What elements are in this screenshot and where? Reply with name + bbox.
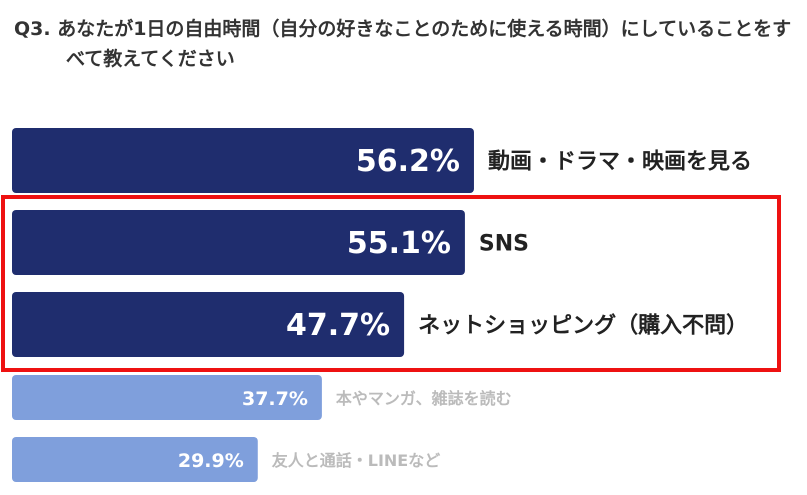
value-label: 56.2% bbox=[356, 144, 460, 179]
bar bbox=[12, 292, 405, 357]
bar bbox=[12, 437, 258, 482]
category-label: 友人と通話・LINEなど bbox=[272, 451, 440, 470]
category-label: ネットショッピング（購入不問） bbox=[418, 313, 748, 339]
value-label: 37.7% bbox=[242, 388, 308, 410]
value-label: 47.7% bbox=[286, 308, 390, 343]
category-label: 本やマンガ、雑誌を読む bbox=[336, 389, 512, 408]
chart-title: Q3. あなたが1日の自由時間（自分の好きなことのために使える時間）にしているこ… bbox=[14, 18, 792, 70]
category-label: 動画・ドラマ・映画を見る bbox=[488, 150, 752, 175]
bar bbox=[12, 210, 465, 275]
highlight-box bbox=[1, 195, 781, 372]
category-label: SNS bbox=[479, 232, 529, 257]
bar bbox=[12, 375, 322, 420]
bar bbox=[12, 128, 474, 193]
value-label: 55.1% bbox=[347, 226, 451, 261]
value-label: 29.9% bbox=[178, 450, 244, 472]
